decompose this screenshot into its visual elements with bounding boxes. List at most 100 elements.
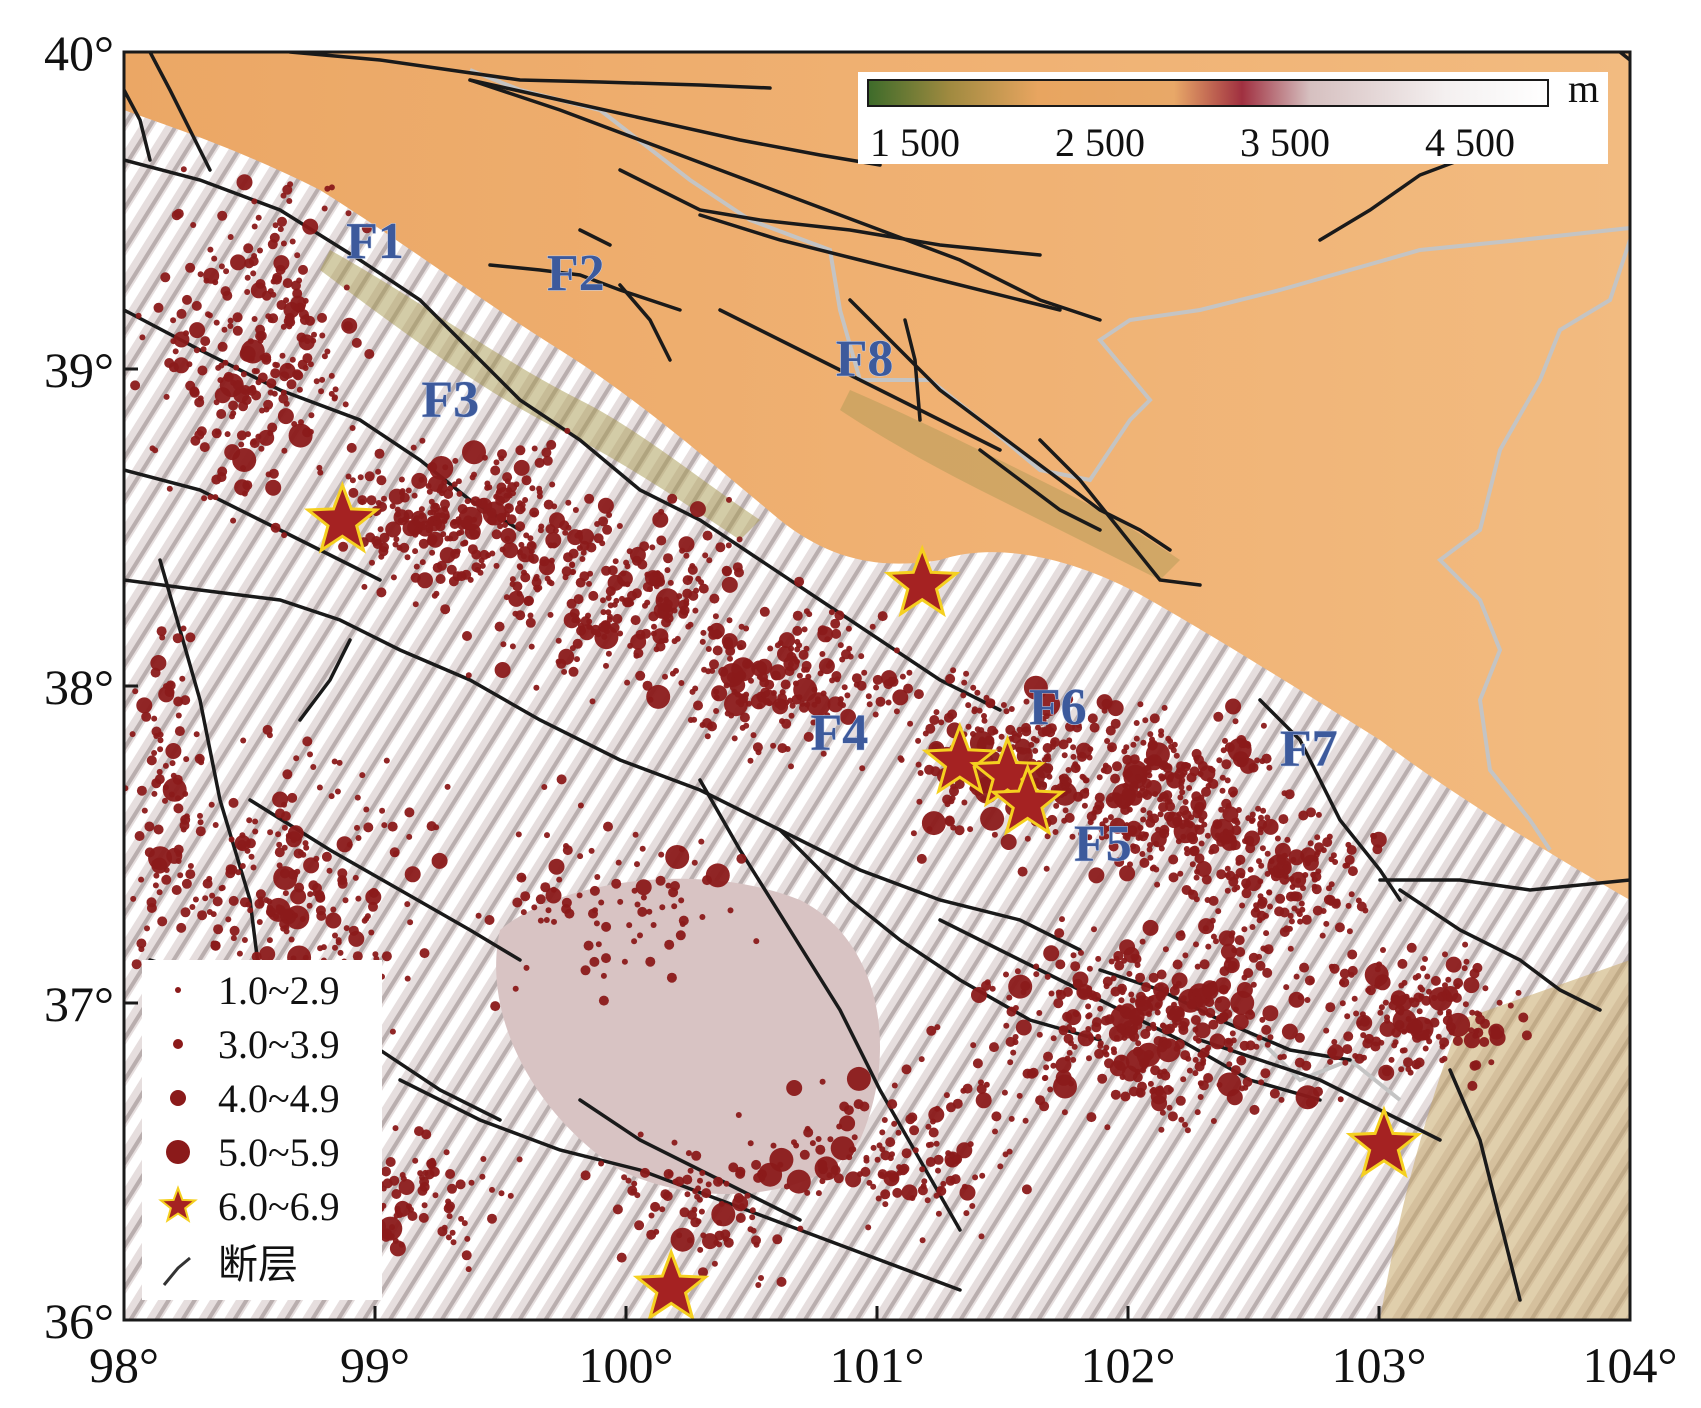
earthquake-438 — [418, 476, 425, 483]
earthquake-2518 — [400, 1175, 407, 1182]
earthquake-356 — [375, 468, 382, 475]
earthquake-1080 — [1016, 731, 1023, 738]
earthquake-1360 — [1047, 814, 1058, 825]
earthquake-671 — [661, 617, 671, 628]
earthquake-1882 — [1113, 1054, 1130, 1071]
earthquake-831 — [764, 679, 775, 690]
earthquake-2051 — [1364, 962, 1389, 987]
earthquake-1550 — [1198, 817, 1205, 824]
earthquake-2171 — [1391, 1027, 1402, 1038]
earthquake-598 — [563, 612, 580, 629]
earthquake-1431 — [1162, 763, 1173, 773]
earthquake-1868 — [1218, 930, 1235, 947]
earthquake-463 — [431, 592, 438, 599]
earthquake-1165 — [1104, 738, 1111, 744]
earthquake-2531 — [437, 1226, 448, 1237]
earthquake-2715 — [881, 1117, 888, 1123]
earthquake-2829 — [679, 921, 686, 927]
earthquake-614 — [517, 564, 524, 571]
earthquake-1627 — [1345, 841, 1352, 848]
earthquake-898 — [756, 658, 773, 675]
earthquake-2723 — [943, 1092, 950, 1099]
earthquake-154 — [266, 378, 277, 389]
earthquake-2593 — [747, 1226, 754, 1233]
earthquake-2022 — [1518, 1012, 1529, 1023]
earthquake-946 — [893, 708, 900, 715]
earthquake-912 — [872, 711, 879, 718]
earthquake-2774 — [589, 885, 600, 896]
earthquake-1799 — [1147, 995, 1154, 1002]
earthquake-1760 — [1175, 1095, 1186, 1106]
earthquake-1445 — [1165, 801, 1176, 812]
earthquake-611 — [586, 580, 592, 587]
earthquake-1840 — [1140, 1029, 1151, 1039]
earthquake-508 — [397, 517, 404, 524]
earthquake-713 — [612, 613, 623, 624]
earthquake-1432 — [1074, 764, 1081, 771]
earthquake-1263 — [1218, 806, 1225, 813]
earthquake-207 — [324, 348, 331, 355]
earthquake-1917 — [1203, 1073, 1214, 1083]
axes: 98° 99° 100° 101° 102° 103° 104°36°37°38°39°40… — [44, 25, 1678, 1393]
earthquake-364 — [493, 562, 500, 569]
x-tick-label-2: 100° — [579, 1337, 674, 1393]
earthquake-2861 — [162, 797, 168, 804]
earthquake-2749 — [909, 1125, 920, 1136]
earthquake-1006 — [1023, 698, 1030, 705]
earthquake-2714 — [815, 1136, 822, 1142]
earthquake-932 — [818, 658, 835, 675]
earthquake-1244 — [1107, 814, 1114, 821]
earthquake-1600 — [1311, 884, 1322, 895]
earthquake-1047 — [1032, 747, 1039, 754]
earthquake-1114 — [963, 670, 970, 677]
earthquake-2620 — [705, 1181, 712, 1188]
earthquake-2745 — [896, 1164, 903, 1171]
earthquake-2938 — [136, 697, 153, 714]
earthquake-2567 — [616, 1252, 627, 1263]
earthquake-2688 — [960, 1087, 967, 1094]
earthquake-1813 — [1192, 1056, 1199, 1063]
earthquake-2716 — [819, 1078, 826, 1085]
earthquake-937 — [743, 625, 750, 632]
earthquake-1227 — [1139, 857, 1150, 868]
earthquake-1929 — [1110, 986, 1121, 997]
earthquake-596 — [693, 700, 703, 711]
earthquake-2949 — [175, 712, 182, 719]
earthquake-2381 — [335, 937, 342, 944]
earthquake-1484 — [1287, 945, 1294, 952]
earthquake-518 — [529, 542, 536, 549]
earthquake-2616 — [648, 1212, 655, 1219]
earthquake-2097 — [1454, 983, 1461, 990]
earthquake-212 — [240, 339, 265, 364]
earthquake-1991 — [1242, 1077, 1253, 1087]
earthquake-523 — [663, 553, 673, 564]
legend-label-1: 1.0~2.9 — [218, 968, 340, 1013]
earthquake-2867 — [151, 750, 158, 756]
earthquake-2565 — [580, 1170, 591, 1181]
earthquake-811 — [709, 667, 716, 674]
earthquake-1772 — [1003, 1022, 1010, 1029]
earthquake-1546 — [1328, 856, 1335, 863]
earthquake-1734 — [1097, 1005, 1104, 1012]
earthquake-1958 — [1150, 1086, 1157, 1093]
earthquake-2354 — [251, 951, 262, 962]
earthquake-83 — [211, 474, 222, 485]
earthquake-1106 — [1046, 723, 1057, 734]
earthquake-2391 — [287, 792, 298, 803]
earthquake-2283 — [256, 919, 263, 925]
earthquake-2338 — [381, 822, 388, 829]
earthquake-1774 — [1305, 1097, 1316, 1108]
earthquake-1396 — [1197, 802, 1204, 809]
earthquake-1603 — [1224, 887, 1231, 894]
earthquake-2776 — [556, 876, 563, 883]
earthquake-114 — [287, 181, 294, 188]
earthquake-225 — [244, 258, 255, 269]
earthquake-755 — [794, 576, 805, 587]
earthquake-1386 — [1157, 811, 1164, 818]
earthquake-686 — [612, 558, 619, 565]
earthquake-1290 — [1266, 764, 1273, 771]
earthquake-1852 — [926, 1025, 937, 1036]
earthquake-116 — [294, 252, 301, 259]
earthquake-2917 — [164, 687, 175, 697]
